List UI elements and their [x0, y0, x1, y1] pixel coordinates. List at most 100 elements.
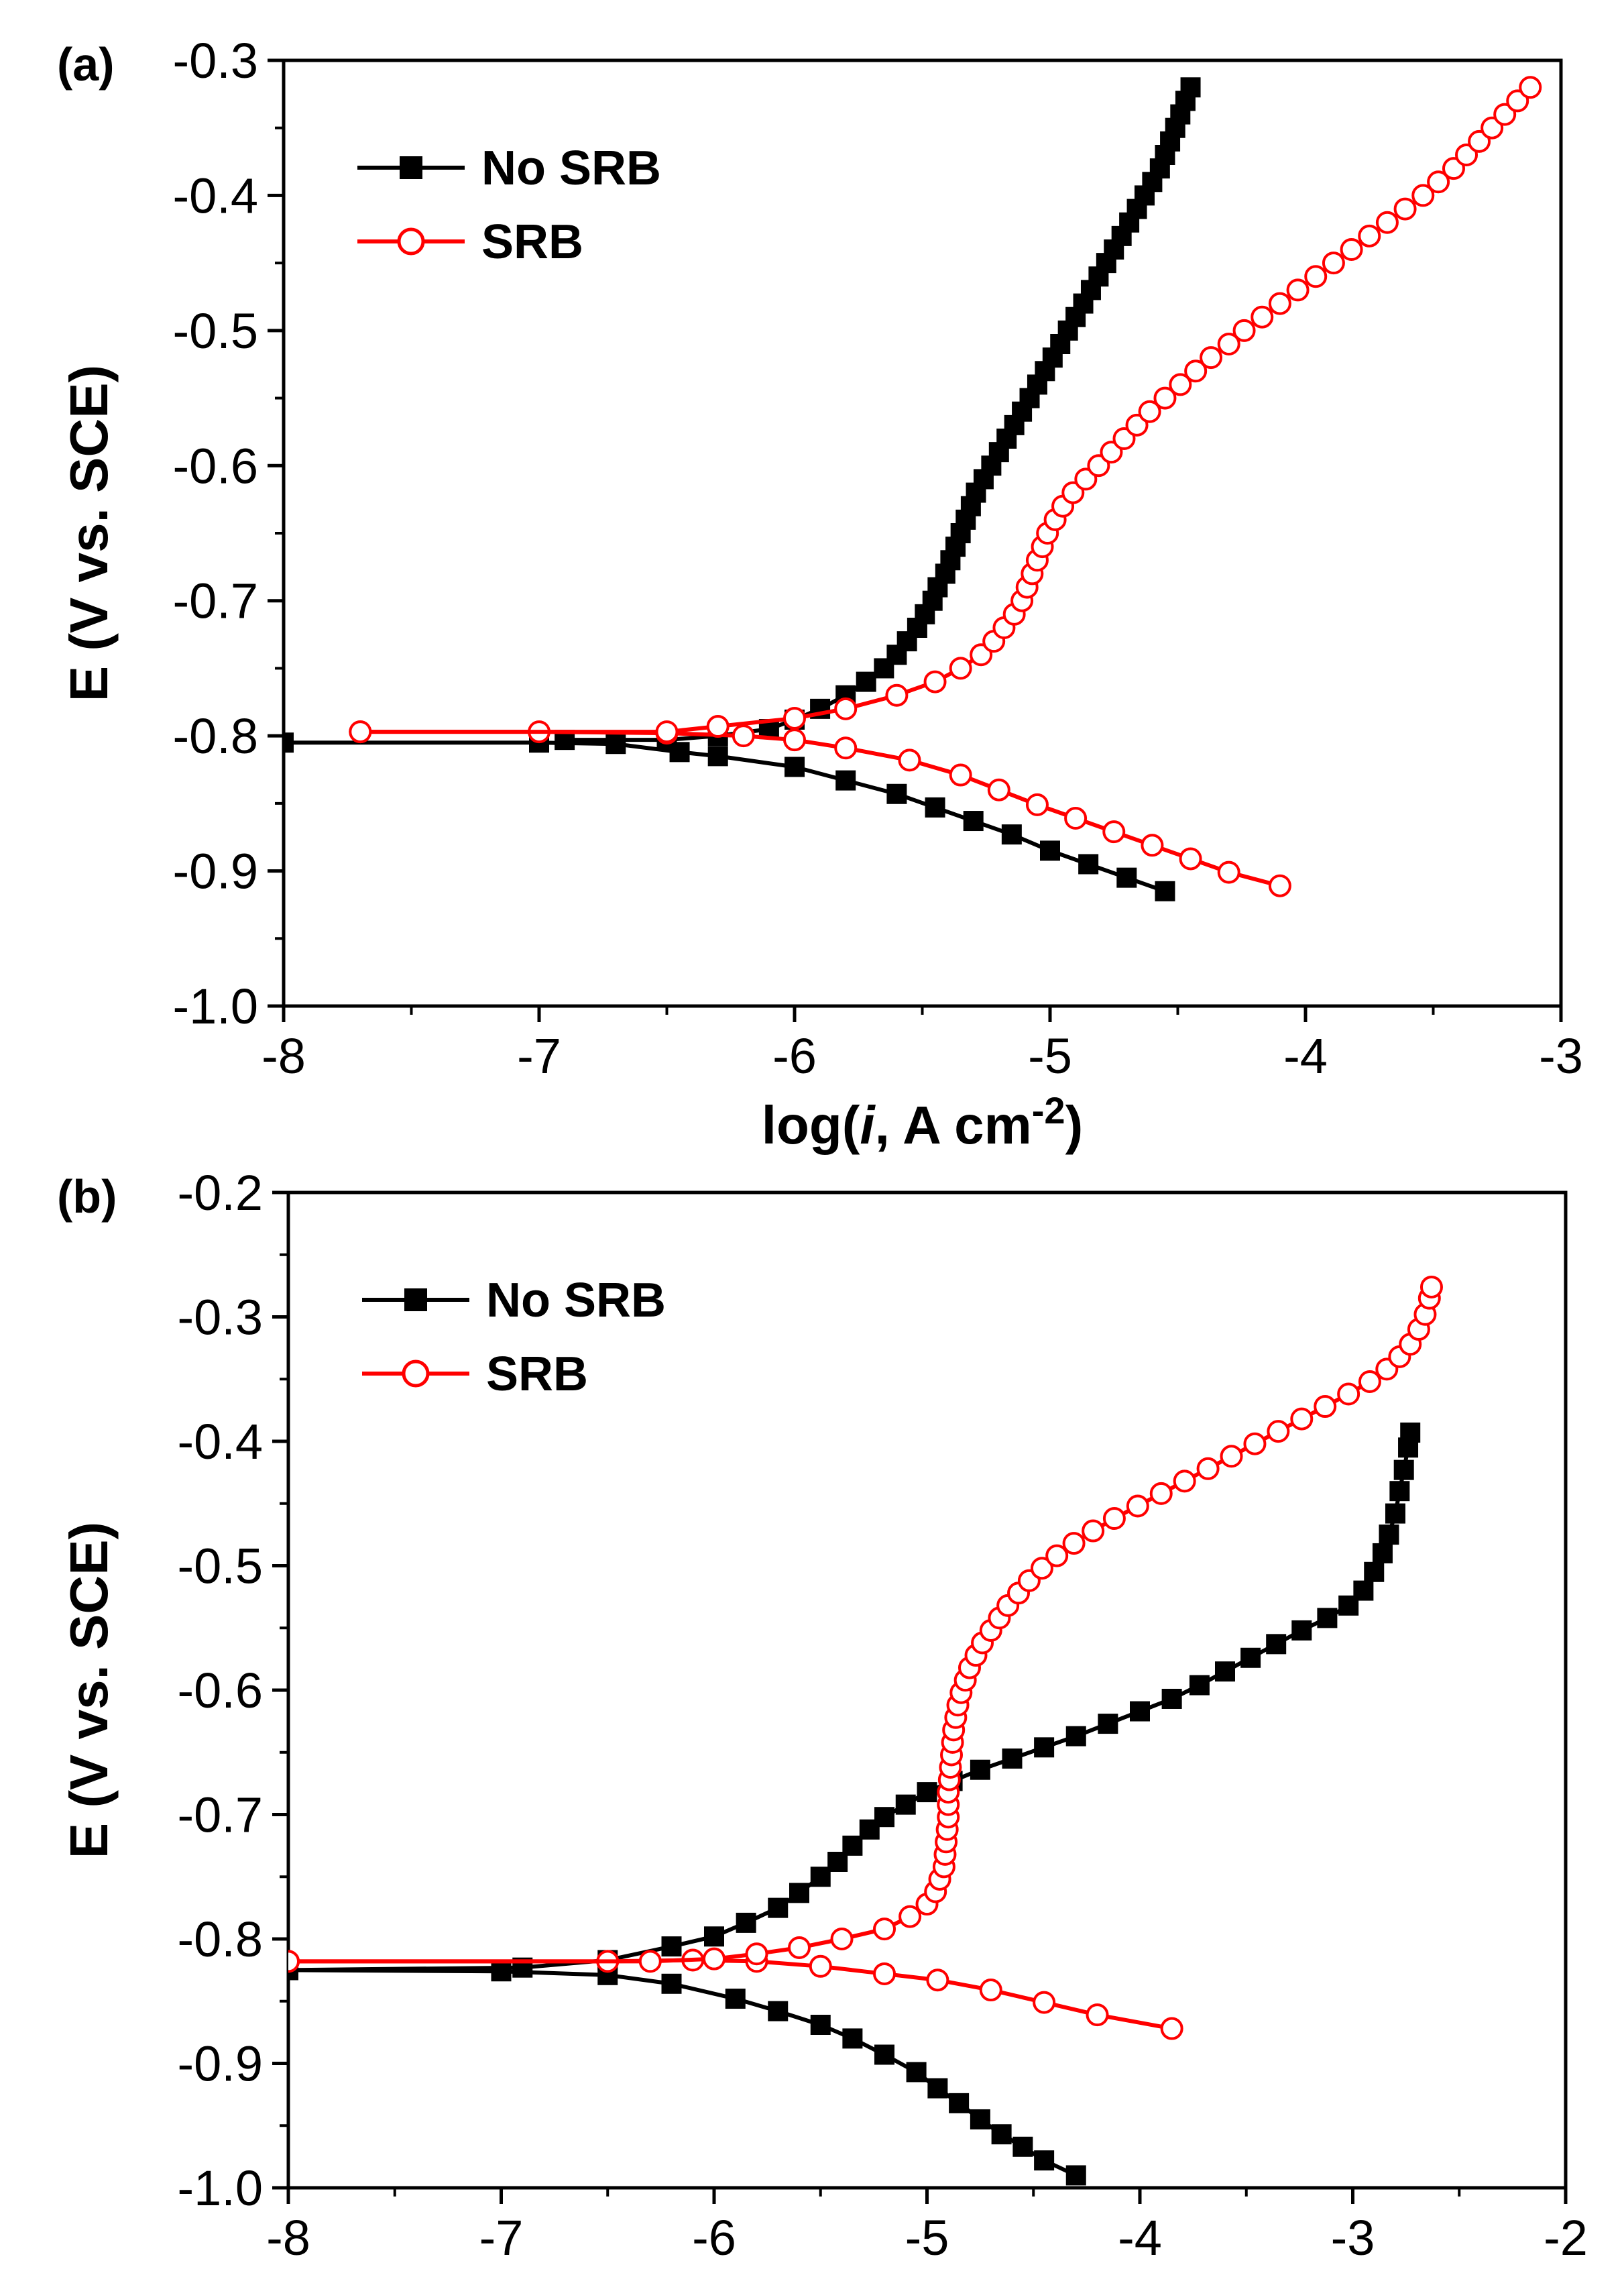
data-point [1160, 2017, 1183, 2040]
x-tick-label: -3 [1539, 1028, 1583, 1084]
x-tick-label: -4 [1283, 1028, 1328, 1084]
data-point [1427, 170, 1450, 194]
x-tick-label: -6 [772, 1028, 817, 1084]
y-tick-label: -0.6 [172, 438, 258, 494]
data-point [873, 1962, 896, 1985]
data-point [655, 720, 679, 744]
x-axis-title: log(i, A cm-2) [762, 1089, 1083, 1155]
data-point [1267, 1420, 1290, 1443]
data-point [1034, 2150, 1055, 2171]
data-point [1481, 116, 1504, 140]
data-point [789, 1883, 809, 1903]
data-point [1040, 840, 1060, 861]
legend-item: No SRB [357, 142, 661, 195]
data-point [842, 1835, 863, 1856]
data-point [1353, 1580, 1374, 1601]
y-axis-title: E (V vs. SCE) [59, 1522, 119, 1858]
data-point [1064, 807, 1088, 830]
data-point [349, 720, 372, 744]
data-point [856, 671, 876, 692]
x-tick-label: -3 [1331, 2210, 1375, 2266]
data-point [1012, 2136, 1033, 2157]
data-point [605, 734, 626, 755]
x-tick-label: -7 [517, 1028, 561, 1084]
data-point [725, 1989, 746, 2009]
x-axis-title-exponent: -2 [1032, 1089, 1065, 1131]
panel-label: (b) [57, 1170, 117, 1223]
y-tick-label: -0.2 [177, 1165, 263, 1221]
data-point [1184, 359, 1208, 383]
data-point [1455, 144, 1478, 166]
data-point [1286, 278, 1310, 302]
data-point [1389, 1481, 1410, 1502]
data-point [703, 1947, 726, 1970]
series-srb-cathodic-line [360, 730, 1281, 888]
data-point [979, 1979, 1002, 2002]
data-point [1030, 1557, 1053, 1580]
data-point [1304, 265, 1328, 288]
chart-panel-a: -8 -7 -6 -5 -4 -3 -1.0 -0.9 -0.8 -0.7 -0.6 -0.5 -0.4… [57, 33, 1583, 1155]
data-point [1243, 1432, 1267, 1455]
legend-label: SRB [486, 1347, 588, 1401]
data-point [1364, 1561, 1385, 1582]
chart-panel-b: -8 -7 -6 -5 -4 -3 -2 -1.0 -0.9 -0.8 -0.7 -0.6 -0.5 -0… [57, 1165, 1588, 2277]
data-point [898, 748, 921, 772]
data-point [1317, 1608, 1338, 1628]
data-point [886, 783, 907, 804]
panel-label: (a) [57, 38, 115, 91]
data-point [1322, 252, 1345, 275]
plot-area [288, 1275, 1443, 2186]
data-point [923, 670, 947, 693]
data-point [949, 763, 972, 787]
data-point [1078, 854, 1099, 875]
y-tick-label: -0.6 [177, 1663, 263, 1718]
data-point [1102, 1507, 1126, 1531]
x-axis-title-part: , A cm [875, 1095, 1032, 1155]
y-tick-label: -0.3 [172, 33, 258, 89]
data-point [1086, 2003, 1109, 2027]
data-point [1291, 1620, 1312, 1641]
legend-item: No SRB [362, 1274, 666, 1327]
data-point [1411, 184, 1435, 207]
data-point [898, 1905, 922, 1928]
data-point [925, 797, 945, 818]
data-point [1217, 860, 1240, 884]
data-point [970, 643, 993, 667]
data-point [874, 2044, 894, 2065]
plot-frame [286, 1190, 1568, 2190]
data-point [1519, 76, 1542, 99]
legend-marker [404, 1288, 427, 1311]
x-tick-label: -8 [262, 1028, 306, 1084]
data-point [970, 1759, 990, 1780]
x-axis-title-exponent: -2 [1037, 2271, 1070, 2277]
data-point [1173, 1469, 1196, 1493]
data-point [1153, 386, 1177, 410]
y-tick-label: -0.8 [172, 708, 258, 764]
data-point [949, 2093, 970, 2113]
data-point [661, 1936, 682, 1957]
data-point [1062, 1532, 1086, 1555]
data-point [638, 1950, 662, 1973]
data-point [1217, 333, 1240, 355]
data-point [1200, 346, 1223, 370]
legend-item: SRB [357, 215, 583, 269]
data-point [1358, 1370, 1381, 1393]
data-point [1025, 793, 1049, 816]
data-point [1098, 1714, 1118, 1734]
data-point [874, 1807, 894, 1828]
data-point [810, 2014, 831, 2035]
data-point [707, 746, 728, 767]
data-point [1419, 1275, 1443, 1298]
data-point [1002, 1748, 1023, 1769]
legend-marker [402, 1359, 430, 1388]
data-point [1268, 874, 1291, 897]
data-point [1065, 1726, 1086, 1746]
data-point [1033, 1991, 1056, 2014]
data-point [809, 1954, 832, 1978]
data-point [1034, 1737, 1055, 1758]
data-point [1161, 1688, 1182, 1709]
data-point [1141, 834, 1164, 857]
data-point [1074, 467, 1098, 491]
data-point [1375, 211, 1399, 234]
x-axis-title-var: i [860, 1095, 876, 1155]
